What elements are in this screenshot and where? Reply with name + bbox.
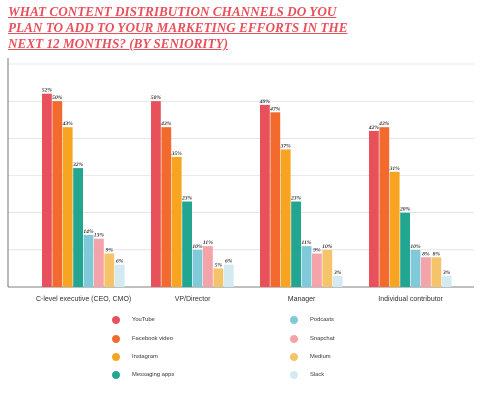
data-label: 52% — [42, 88, 53, 94]
bar — [171, 156, 182, 287]
bar — [151, 101, 161, 288]
data-label: 11% — [302, 240, 312, 246]
bar — [52, 101, 63, 288]
bar — [410, 249, 421, 287]
data-label: 49% — [259, 99, 271, 105]
bar — [73, 168, 83, 287]
data-label: 23% — [290, 196, 302, 202]
bar — [161, 127, 172, 287]
bar — [114, 264, 125, 287]
bar — [260, 104, 270, 287]
bar — [223, 264, 234, 287]
data-label: 23% — [181, 196, 193, 202]
bar — [400, 212, 410, 287]
data-label: 5% — [215, 262, 223, 268]
data-label: 8% — [433, 251, 441, 257]
bar — [280, 149, 291, 287]
category-label: Individual contributor — [378, 296, 443, 303]
chart-title-line-2: PLAN TO ADD TO YOUR MARKETING EFFORTS IN… — [8, 20, 348, 35]
data-label: 6% — [116, 259, 124, 265]
data-label: 43% — [160, 121, 172, 127]
data-label: 9% — [106, 248, 114, 254]
bar — [369, 130, 379, 287]
data-label: 32% — [72, 162, 84, 168]
bar — [104, 253, 115, 287]
bar — [431, 257, 442, 287]
bar — [322, 249, 333, 287]
bar — [332, 275, 343, 287]
bar — [83, 234, 94, 287]
chart-title: WHAT CONTENT DISTRIBUTION CHANNELS DO YO… — [8, 4, 478, 52]
data-label: 6% — [225, 259, 233, 265]
data-label: 42% — [368, 125, 380, 131]
data-label: 3% — [333, 270, 342, 276]
data-label: 50% — [151, 95, 162, 101]
bar — [203, 246, 213, 287]
category-label: C-level executive (CEO, CMO) — [36, 296, 131, 303]
bar — [192, 249, 203, 287]
bar — [213, 268, 224, 287]
bar — [291, 201, 301, 287]
data-label: 43% — [62, 121, 74, 127]
data-label: 47% — [269, 106, 281, 112]
bar — [312, 253, 322, 287]
category-label: Manager — [288, 296, 316, 303]
data-label: 50% — [52, 95, 63, 101]
bar — [421, 257, 431, 287]
data-label: 3% — [442, 270, 451, 276]
data-label: 13% — [94, 233, 105, 239]
data-label: 14% — [83, 229, 94, 235]
data-label: 10% — [410, 244, 421, 250]
data-label: 8% — [422, 251, 430, 257]
bar — [62, 127, 73, 287]
data-label: 10% — [192, 244, 203, 250]
data-label: 31% — [389, 166, 401, 172]
bar — [389, 171, 400, 287]
data-label: 10% — [322, 244, 333, 250]
bar — [301, 246, 312, 287]
data-label: 35% — [171, 151, 183, 157]
category-label: VP/Director — [175, 296, 211, 303]
bar — [42, 93, 52, 287]
data-label: 20% — [399, 207, 411, 213]
chart-title-line-3: NEXT 12 MONTHS? (BY SENIORITY) — [8, 36, 229, 51]
bar — [182, 201, 192, 287]
data-label: 9% — [313, 248, 321, 254]
bar — [270, 112, 281, 287]
data-label: 43% — [378, 121, 390, 127]
bar — [379, 127, 390, 287]
data-label: 37% — [280, 143, 292, 149]
bar — [441, 275, 452, 287]
chart-title-line-1: WHAT CONTENT DISTRIBUTION CHANNELS DO YO… — [8, 4, 337, 19]
data-label: 11% — [203, 240, 213, 246]
bar — [94, 238, 104, 287]
